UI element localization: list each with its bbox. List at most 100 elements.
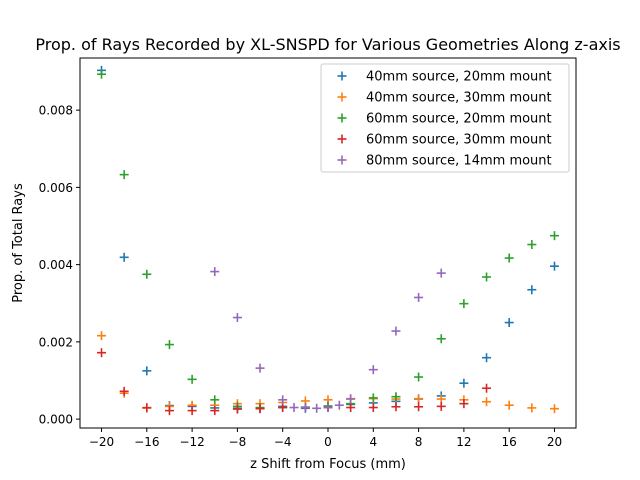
- data-point: [482, 272, 492, 282]
- data-point: [210, 267, 220, 277]
- data-point: [414, 402, 424, 412]
- y-axis-label: Prop. of Total Rays: [11, 183, 26, 303]
- data-point: [549, 231, 559, 241]
- data-point: [436, 268, 446, 278]
- legend-entry: 40mm source, 20mm mount: [337, 70, 552, 85]
- series-5: [210, 267, 446, 413]
- data-point: [164, 406, 174, 416]
- data-point: [482, 353, 492, 363]
- data-point: [368, 365, 378, 375]
- data-point: [504, 253, 514, 263]
- data-point: [459, 299, 469, 309]
- data-point: [255, 363, 265, 373]
- data-point: [527, 403, 537, 413]
- data-point: [527, 285, 537, 295]
- data-point: [278, 403, 288, 413]
- data-point: [482, 383, 492, 393]
- data-point: [289, 403, 299, 413]
- data-point: [549, 261, 559, 271]
- data-point: [142, 269, 152, 279]
- data-point: [482, 397, 492, 407]
- data-point: [255, 404, 265, 414]
- data-point: [414, 372, 424, 382]
- data-point: [346, 403, 356, 413]
- data-point: [97, 69, 107, 79]
- x-tick-label: −8: [229, 435, 247, 449]
- x-tick-label: −4: [274, 435, 292, 449]
- data-point: [323, 403, 333, 413]
- x-tick-label: 0: [324, 435, 332, 449]
- legend-marker: [337, 134, 347, 144]
- data-point: [187, 374, 197, 384]
- x-tick-label: −12: [179, 435, 204, 449]
- data-point: [504, 318, 514, 328]
- x-tick-label: 16: [502, 435, 517, 449]
- x-tick-label: −16: [134, 435, 159, 449]
- data-point: [187, 406, 197, 416]
- legend: 40mm source, 20mm mount 40mm source, 30mm…: [320, 63, 570, 173]
- data-point: [368, 393, 378, 403]
- data-point: [391, 392, 401, 402]
- y-tick-label: 0.004: [39, 258, 73, 272]
- data-point: [346, 394, 356, 404]
- plot-frame: [79, 57, 577, 429]
- data-point: [232, 313, 242, 323]
- data-point: [300, 403, 310, 413]
- data-point: [142, 366, 152, 376]
- axis-ticks: −20 −16 −12 −8 −4 0 4 8 12 16 20 0.000 0.002 0.004 0.0…: [39, 104, 562, 449]
- data-point: [232, 404, 242, 414]
- data-point: [210, 406, 220, 416]
- data-point: [164, 340, 174, 350]
- x-tick-label: 20: [547, 435, 562, 449]
- y-tick-label: 0.008: [39, 104, 73, 118]
- chart-title: Prop. of Rays Recorded by XL-SNSPD for V…: [35, 35, 620, 54]
- legend-marker: [337, 155, 347, 165]
- legend-label: 40mm source, 20mm mount: [366, 70, 552, 85]
- x-tick-label: −20: [89, 435, 114, 449]
- data-point: [142, 403, 152, 413]
- legend-frame: [320, 63, 570, 173]
- data-point: [278, 395, 288, 405]
- data-point: [391, 402, 401, 412]
- legend-marker: [337, 92, 347, 102]
- data-point: [210, 395, 220, 405]
- legend-entry: 80mm source, 14mm mount: [337, 154, 552, 169]
- x-axis-label: z Shift from Focus (mm): [250, 457, 406, 472]
- data-point: [414, 292, 424, 302]
- data-point: [414, 394, 424, 404]
- x-tick-label: 4: [369, 435, 377, 449]
- x-tick-label: 12: [456, 435, 471, 449]
- data-point: [119, 386, 129, 396]
- data-point: [459, 399, 469, 409]
- y-tick-label: 0.002: [39, 335, 73, 349]
- legend-label: 40mm source, 30mm mount: [366, 91, 552, 106]
- data-point: [119, 170, 129, 180]
- data-point: [436, 401, 446, 411]
- y-tick-label: 0.006: [39, 181, 73, 195]
- data-point: [97, 348, 107, 358]
- data-point: [368, 403, 378, 413]
- legend-label: 60mm source, 30mm mount: [366, 133, 552, 148]
- data-point: [312, 403, 322, 413]
- legend-entry: 60mm source, 20mm mount: [337, 112, 552, 127]
- data-point: [436, 334, 446, 344]
- y-tick-label: 0.000: [39, 413, 73, 427]
- legend-marker: [337, 113, 347, 123]
- legend-label: 60mm source, 20mm mount: [366, 112, 552, 127]
- data-point: [119, 252, 129, 262]
- data-point: [504, 400, 514, 410]
- data-point: [527, 240, 537, 250]
- data-point: [97, 331, 107, 341]
- series-4: [97, 348, 492, 416]
- data-points: [97, 65, 559, 416]
- legend-entry: 60mm source, 30mm mount: [337, 133, 552, 148]
- legend-label: 80mm source, 14mm mount: [366, 154, 552, 169]
- legend-entry: 40mm source, 30mm mount: [337, 91, 552, 106]
- data-point: [391, 326, 401, 336]
- data-point: [334, 400, 344, 410]
- x-tick-label: 8: [415, 435, 423, 449]
- data-point: [459, 378, 469, 388]
- legend-marker: [337, 71, 347, 81]
- data-point: [549, 404, 559, 414]
